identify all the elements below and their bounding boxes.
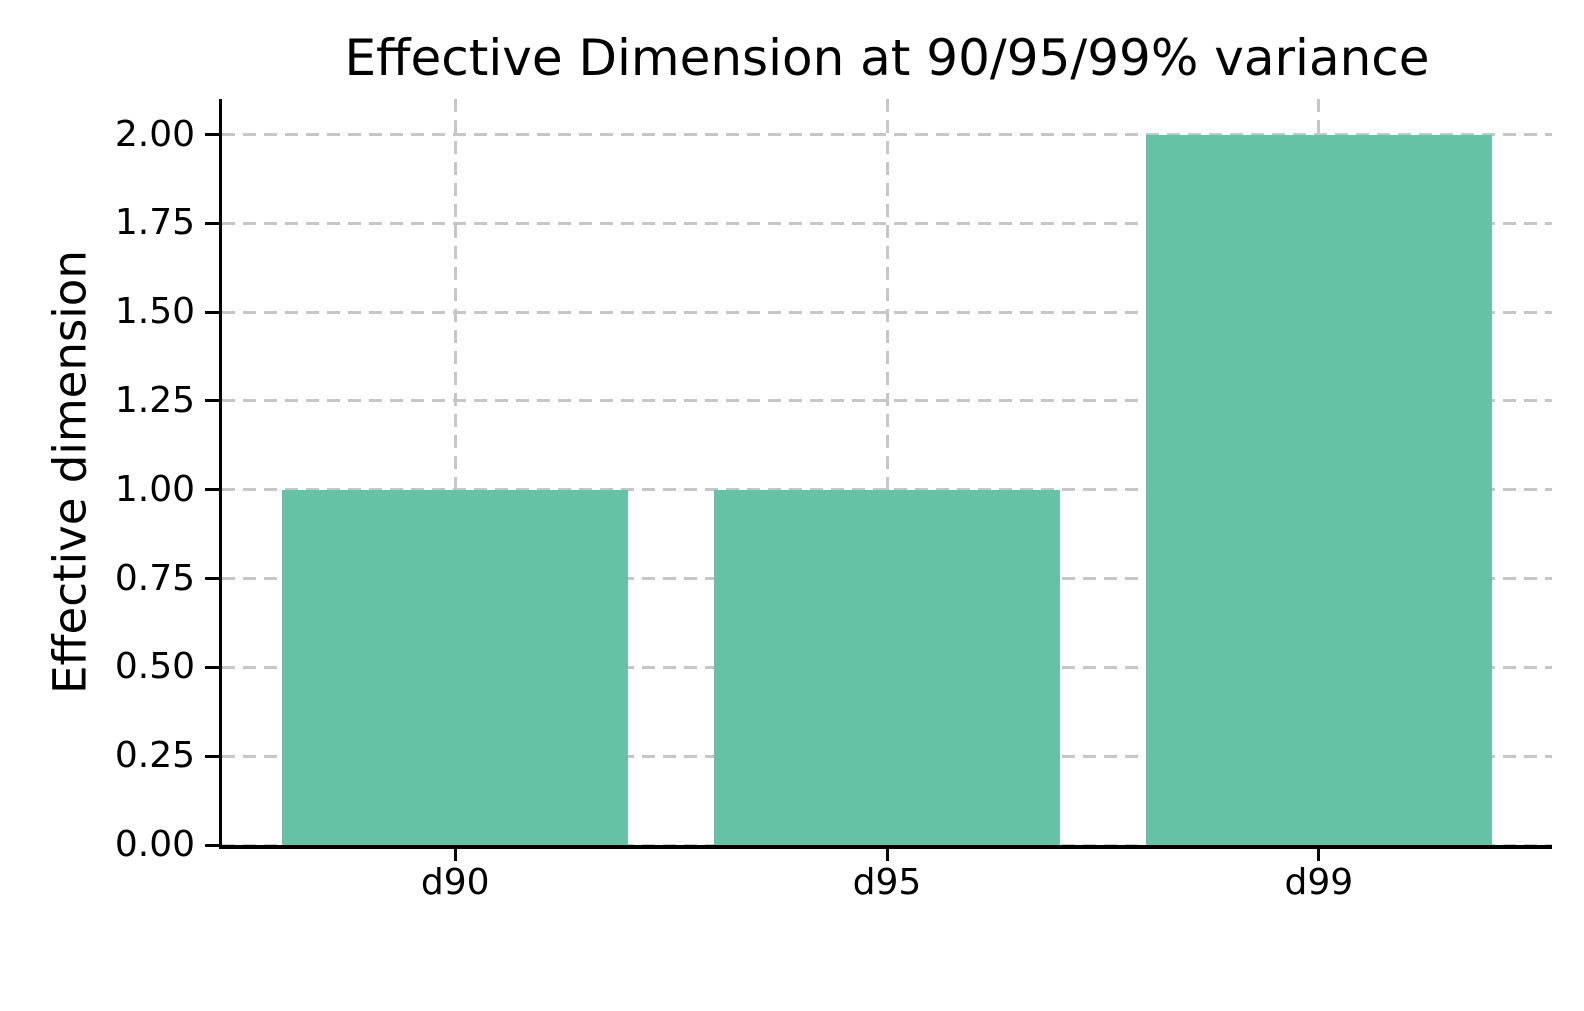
x-axis-tick xyxy=(885,849,889,861)
y-tick-label: 2.00 xyxy=(114,113,195,155)
x-gridline xyxy=(885,99,889,845)
x-axis-tick xyxy=(453,849,457,861)
y-axis-tick xyxy=(205,843,219,847)
x-tick-label: d99 xyxy=(1284,862,1354,903)
axes-layer: 0.00 0.25 0.50 0.75 1.00 1.25 1.50 1.75 2.00 d90 d… xyxy=(115,99,1552,901)
y-axis-tick xyxy=(205,133,219,137)
plot-area: 0.00 0.25 0.50 0.75 1.00 1.25 1.50 1.75 2.00 d90 d… xyxy=(115,99,1552,901)
bar-d90 xyxy=(282,489,628,845)
x-tick-label: d90 xyxy=(420,862,490,903)
x-axis-spine xyxy=(219,845,1552,849)
bar-d99 xyxy=(1146,134,1492,845)
y-tick-label: 1.50 xyxy=(114,291,195,333)
y-tick-label: 0.00 xyxy=(114,824,195,865)
y-tick-label: 0.75 xyxy=(114,557,195,599)
y-tick-label: 0.25 xyxy=(114,735,195,777)
x-axis-tick xyxy=(1317,849,1321,861)
y-axis-tick xyxy=(205,754,219,758)
x-tick-label: d95 xyxy=(852,862,922,903)
y-tick-label: 1.00 xyxy=(114,468,195,510)
y-tick-label: 0.50 xyxy=(114,646,195,688)
chart-title: Effective Dimension at 90/95/99% varianc… xyxy=(344,29,1430,87)
bar-d95 xyxy=(714,489,1060,845)
bars-layer xyxy=(222,99,1552,845)
y-tick-label: 1.25 xyxy=(114,379,195,421)
y-axis-tick xyxy=(205,221,219,225)
y-axis-tick xyxy=(205,310,219,314)
y-axis-spine xyxy=(219,99,222,845)
y-axis-tick xyxy=(205,577,219,581)
x-gridline xyxy=(453,99,457,845)
y-axis-label: Effective dimension xyxy=(43,250,97,694)
y-axis-tick xyxy=(205,399,219,403)
y-axis-tick xyxy=(205,665,219,669)
y-axis-tick xyxy=(205,488,219,492)
y-tick-label: 1.75 xyxy=(114,202,195,244)
